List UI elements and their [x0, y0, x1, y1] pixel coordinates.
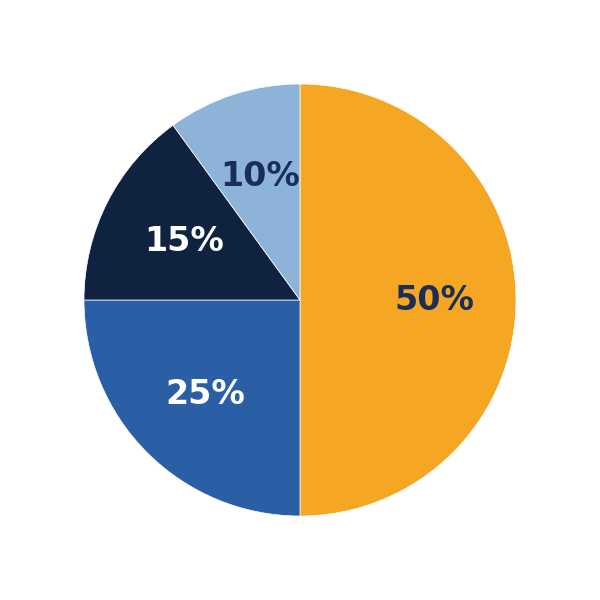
Text: 50%: 50% [394, 283, 474, 317]
Wedge shape [173, 84, 300, 300]
Wedge shape [300, 84, 516, 516]
Text: 15%: 15% [145, 224, 224, 257]
Text: 10%: 10% [220, 160, 300, 193]
Text: 25%: 25% [166, 378, 245, 411]
Wedge shape [84, 300, 300, 516]
Wedge shape [84, 125, 300, 300]
